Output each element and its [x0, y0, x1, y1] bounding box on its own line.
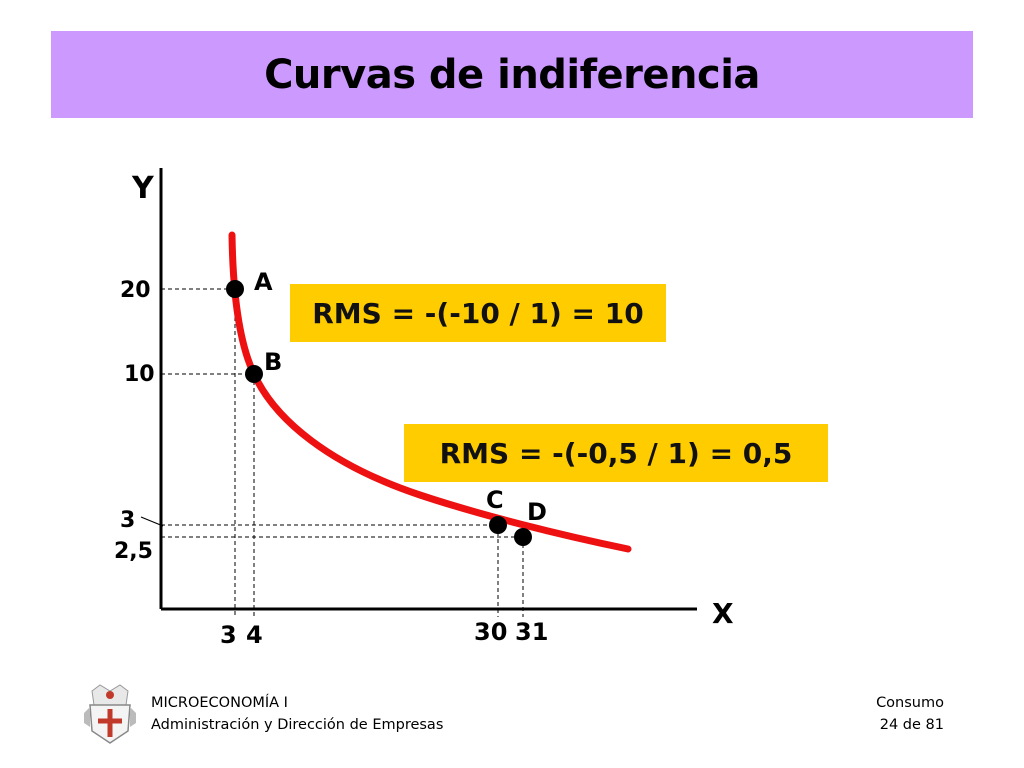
- x-axis-label: X: [712, 597, 734, 630]
- x-tick-label: 3: [220, 621, 237, 649]
- indifference-curve: [228, 231, 632, 553]
- course-name: MICROECONOMÍA I: [151, 695, 288, 711]
- university-crest-logo: [84, 684, 136, 744]
- point-a: [226, 280, 244, 298]
- point-label-a: A: [254, 268, 273, 296]
- rms-annotation-ab: RMS = -(-10 / 1) = 10: [290, 284, 666, 342]
- title-bar: Curvas de indiferencia: [51, 31, 973, 118]
- page-number: 24 de 81: [879, 717, 944, 733]
- y-tick-label: 20: [120, 278, 151, 303]
- point-label-c: C: [486, 486, 504, 514]
- x-tick-label: 30: [474, 618, 507, 646]
- footer-right: Consumo 24 de 81: [876, 692, 944, 736]
- point-c: [489, 516, 507, 534]
- curve-points: A B C D: [226, 268, 547, 546]
- footer-left: MICROECONOMÍA I Administración y Direcci…: [151, 692, 443, 736]
- program-name: Administración y Dirección de Empresas: [151, 717, 444, 733]
- x-tick-label: 31: [515, 618, 548, 646]
- rms-annotation-cd: RMS = -(-0,5 / 1) = 0,5: [404, 424, 828, 482]
- y-tick-label: 3: [120, 508, 135, 533]
- x-tick-label: 4: [246, 621, 263, 649]
- y-axis-label: Y: [131, 171, 155, 206]
- topic-name: Consumo: [876, 695, 944, 711]
- slide-title: Curvas de indiferencia: [264, 51, 760, 98]
- y-tick-pointer: [140, 516, 164, 527]
- point-d: [514, 528, 532, 546]
- point-label-b: B: [264, 348, 282, 376]
- axes: Y X: [131, 168, 734, 630]
- y-tick-label: 10: [124, 362, 155, 387]
- point-label-d: D: [527, 498, 547, 526]
- point-b: [245, 365, 263, 383]
- y-tick-label: 2,5: [114, 539, 153, 564]
- guide-lines: [161, 288, 524, 617]
